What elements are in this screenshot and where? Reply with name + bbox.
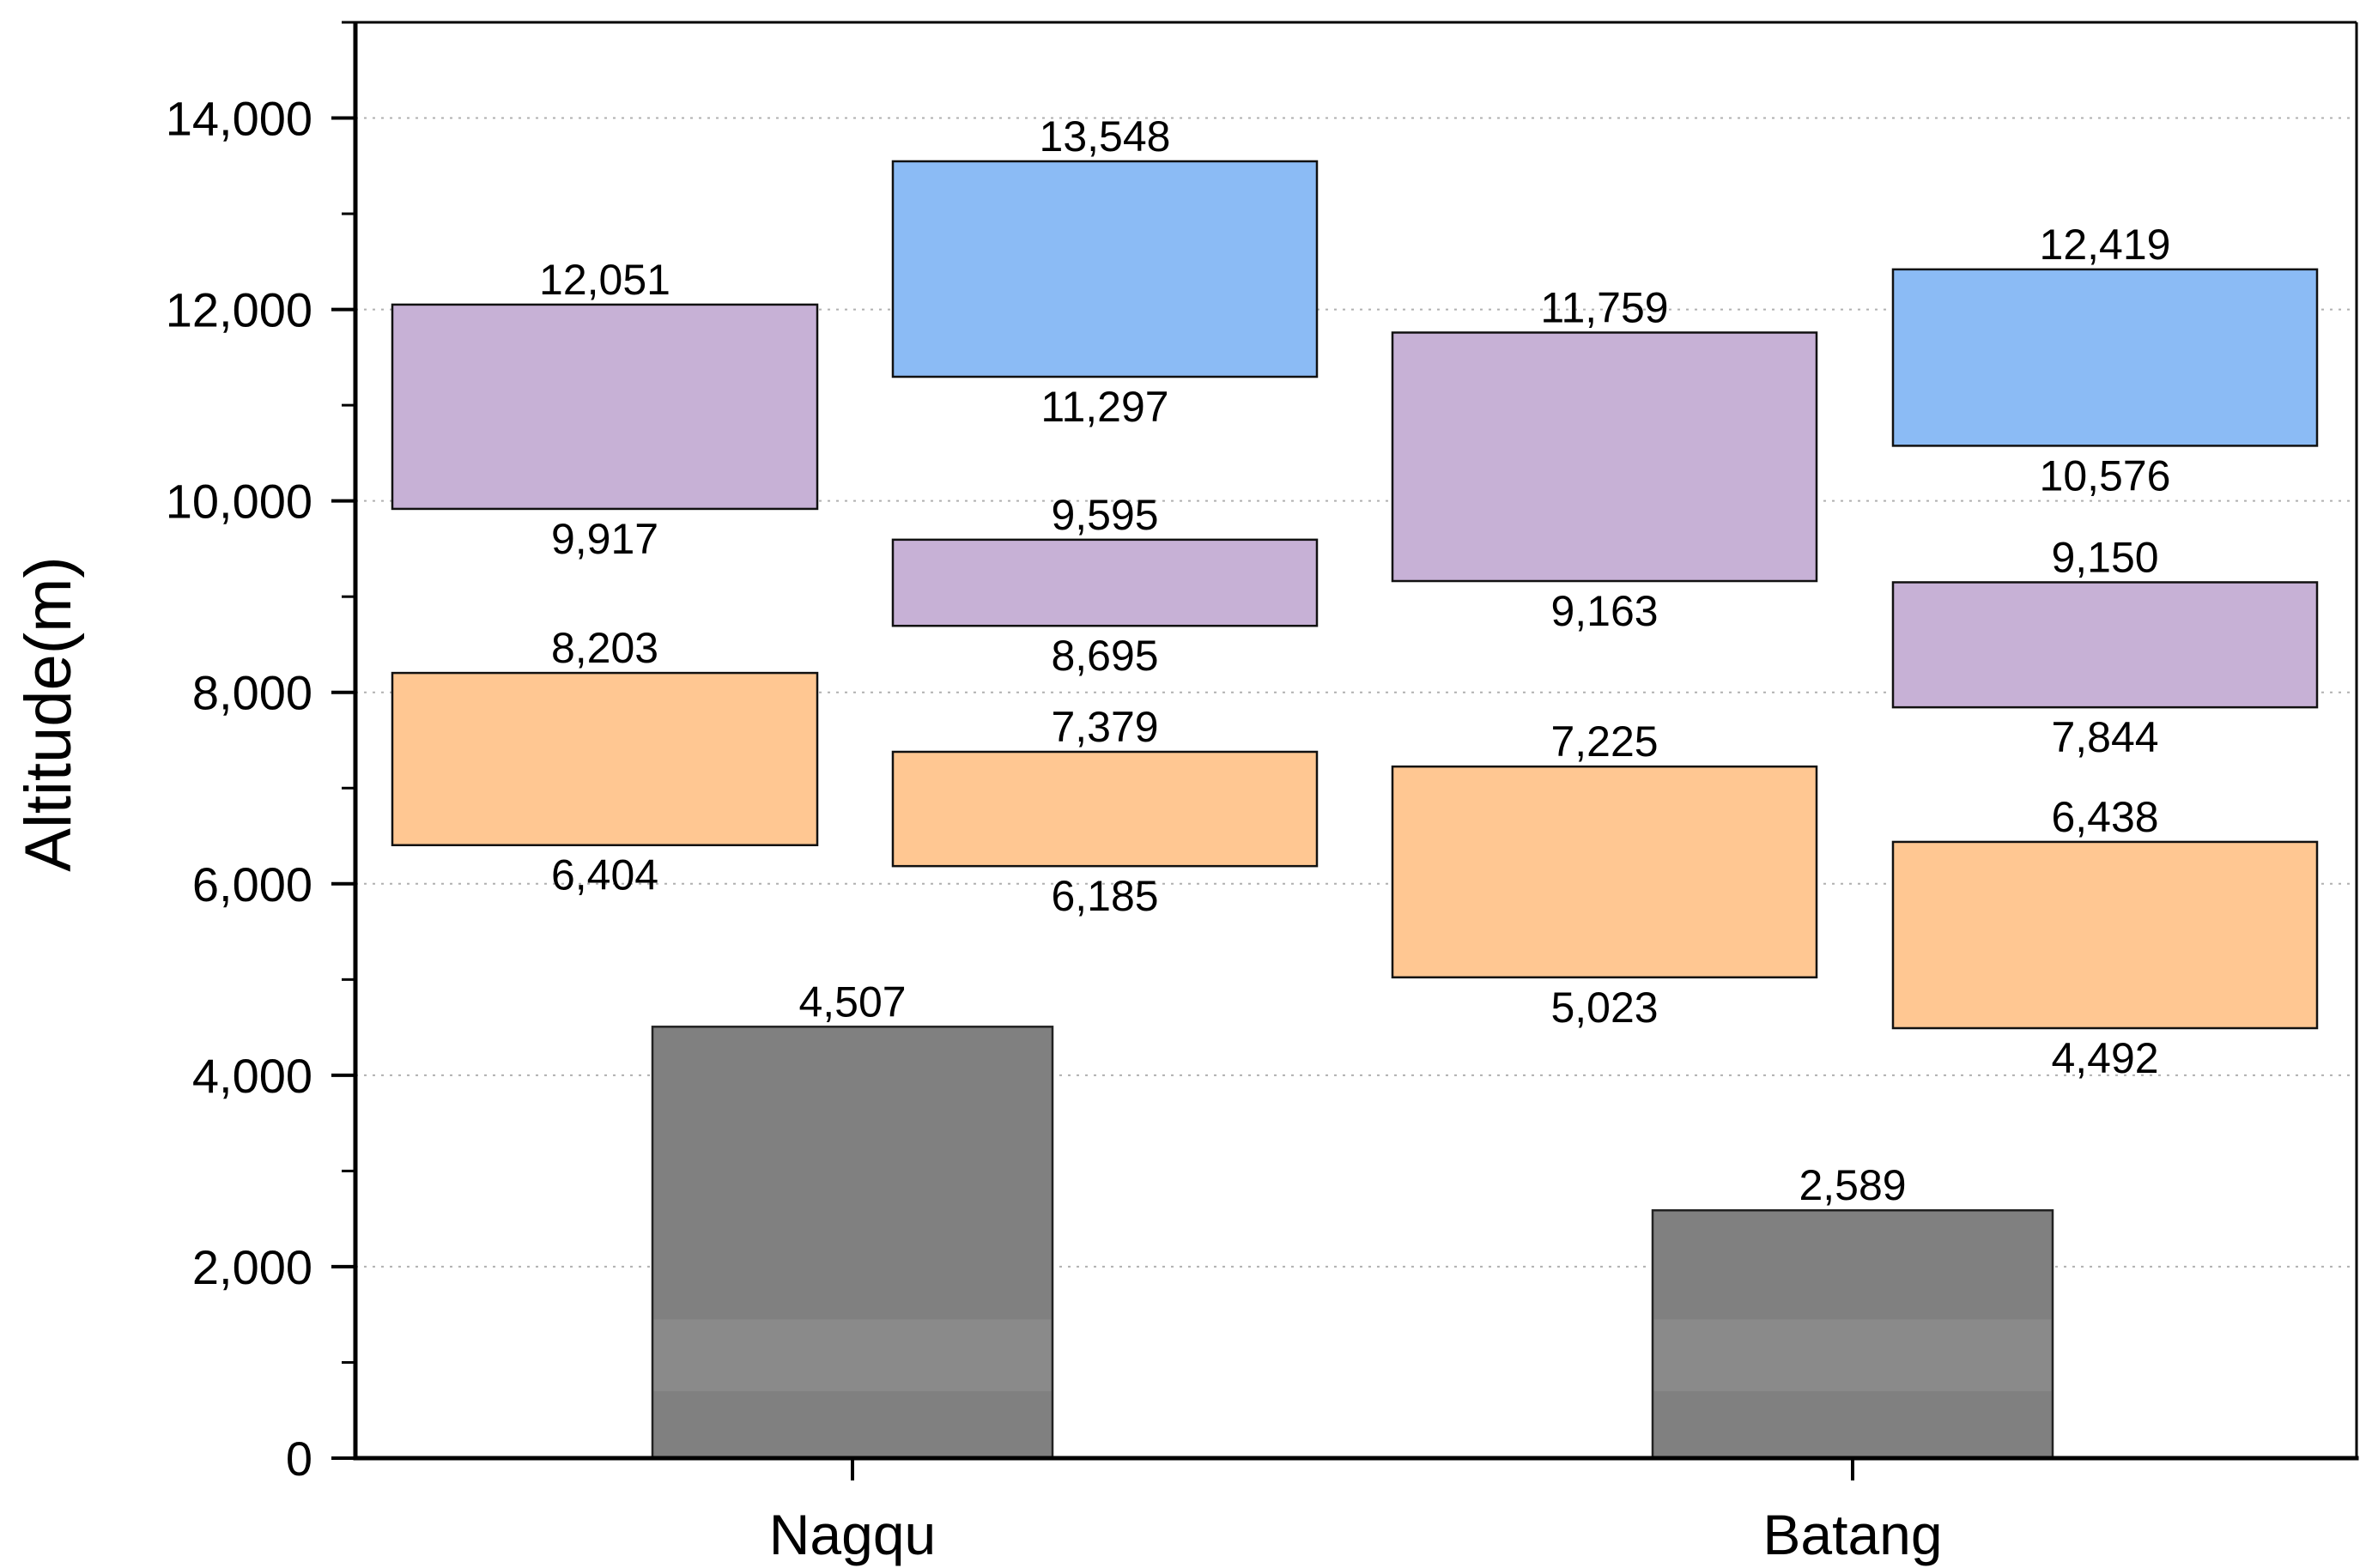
- bar-bottom-label: 9,163: [1550, 587, 1658, 635]
- y-tick-label: 12,000: [166, 283, 312, 337]
- bar-top-label: 7,379: [1051, 703, 1158, 751]
- bar-top-label: 9,595: [1051, 491, 1158, 539]
- floating-bar-blue: [891, 160, 1319, 378]
- bar-bottom-label: 6,185: [1051, 872, 1158, 920]
- y-tick-label: 4,000: [192, 1049, 312, 1103]
- bar-top-label: 9,150: [2051, 533, 2158, 581]
- bar-top-label: 6,438: [2051, 793, 2158, 841]
- bar-bottom-label: 10,576: [2040, 451, 2171, 499]
- ground-bar-label: 4,507: [798, 978, 906, 1026]
- axes: 0 2,000 4,000 6,000 8,000 10,000 12,000 14,000 N…: [166, 21, 2359, 1566]
- x-category-label-nagqu: Nagqu: [769, 1503, 937, 1566]
- floating-bar-purple: [1891, 581, 2319, 709]
- ground-bar-label: 2,589: [1799, 1161, 1906, 1209]
- bar-top-label: 13,548: [1040, 112, 1171, 160]
- y-tick-label: 8,000: [192, 666, 312, 720]
- y-tick-label: 14,000: [166, 92, 312, 146]
- bar-bottom-label: 5,023: [1550, 984, 1658, 1032]
- ground-bar-band: [653, 1319, 1052, 1391]
- bar-top-label: 8,203: [551, 624, 658, 672]
- bar-bottom-label: 9,917: [551, 515, 658, 563]
- floating-bar-purple: [891, 538, 1319, 627]
- floating-bar-orange: [891, 750, 1319, 868]
- floating-bar-purple: [1391, 331, 1818, 583]
- ground-bar-nagqu: [651, 1026, 1054, 1460]
- y-tick-label: 0: [286, 1432, 312, 1486]
- bar-bottom-label: 11,297: [1040, 383, 1168, 431]
- bar-bottom-label: 6,404: [551, 851, 658, 899]
- x-category-label-batang: Batang: [1762, 1503, 1942, 1566]
- floating-bar-orange: [1891, 840, 2319, 1030]
- floating-bar-orange: [1391, 765, 1818, 979]
- bar-bottom-label: 8,695: [1051, 632, 1158, 680]
- bar-bottom-label: 4,492: [2051, 1034, 2158, 1082]
- y-axis-title: Altitude(m): [12, 556, 85, 871]
- ground-bar-band: [1653, 1319, 2052, 1391]
- bars: [391, 160, 2319, 1460]
- y-tick-label: 6,000: [192, 857, 312, 911]
- bar-top-label: 11,759: [1540, 283, 1668, 331]
- floating-bar-purple: [391, 303, 819, 511]
- y-tick-label: 2,000: [192, 1240, 312, 1294]
- bar-bottom-label: 7,844: [2051, 713, 2158, 761]
- floating-bar-orange: [391, 671, 819, 846]
- floating-bar-blue: [1891, 268, 2319, 447]
- data-labels: 4,507 2,589 8,203 6,404 12,051 9,917 7,379 6,18…: [539, 112, 2170, 1209]
- y-tick-label: 10,000: [166, 475, 312, 529]
- bar-top-label: 12,051: [539, 256, 670, 304]
- bar-top-label: 7,225: [1550, 717, 1658, 766]
- bar-top-label: 12,419: [2040, 221, 2171, 269]
